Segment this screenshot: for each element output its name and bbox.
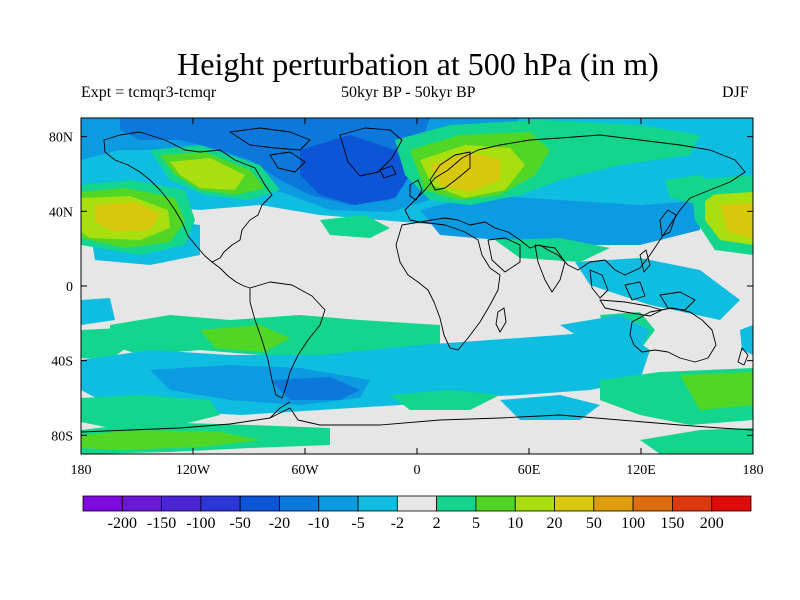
map-plot-area — [81, 118, 753, 454]
contour-fill-region — [680, 372, 753, 410]
colorbar-label: -10 — [308, 515, 329, 532]
contour-fill-region — [81, 298, 115, 325]
lat-tick-label: 40S — [51, 355, 73, 370]
coastline — [249, 281, 326, 399]
lon-tick-label: 60E — [518, 463, 541, 478]
contour-fill-region — [81, 395, 220, 428]
contour-fill-region — [640, 428, 753, 454]
colorbar-label: -50 — [230, 515, 251, 532]
colorbar: -200 -150 -100 -50 -20 -10 -5 -2 2 5 10 20 50 100 150 2… — [82, 495, 752, 532]
colorbar-label: 200 — [700, 515, 724, 532]
colorbar-label: 2 — [433, 515, 441, 532]
colorbar-swatch — [711, 495, 752, 512]
colorbar-swatch — [436, 495, 477, 512]
lat-tick-label: 80N — [49, 131, 73, 146]
coastline — [639, 249, 651, 273]
coastline — [624, 281, 646, 301]
contour-fill-region — [390, 390, 500, 410]
lat-tick-label: 0 — [66, 280, 73, 295]
contour-fill-region — [720, 203, 753, 238]
colorbar-label: -100 — [186, 515, 215, 532]
coastline — [404, 134, 746, 276]
coastline — [395, 221, 501, 351]
contour-fill-region — [740, 325, 753, 355]
coastline — [487, 237, 521, 273]
lon-tick-label: 120E — [626, 463, 656, 478]
coastline — [409, 179, 423, 201]
coastline — [339, 127, 403, 177]
colorbar-swatch — [475, 495, 516, 512]
colorbar-swatch — [593, 495, 634, 512]
contour-fill-region — [200, 325, 290, 352]
lon-tick-label: 0 — [414, 463, 421, 478]
colorbar-label: 150 — [660, 515, 684, 532]
colorbar-swatch — [279, 495, 320, 512]
season-label: DJF — [722, 84, 749, 101]
colorbar-swatch — [161, 495, 202, 512]
coastline — [81, 407, 753, 433]
colorbar-swatch — [554, 495, 595, 512]
coastline — [379, 165, 397, 179]
colorbar-label: -20 — [269, 515, 290, 532]
contour-fill-region — [495, 238, 610, 262]
coastline — [229, 127, 311, 151]
lon-tick-label: 60W — [291, 463, 319, 478]
latitude-axis: 80N 40N 0 40S 80S — [49, 131, 753, 444]
colorbar-swatch — [239, 495, 280, 512]
coastline — [659, 209, 677, 237]
colorbar-swatch — [200, 495, 241, 512]
colorbar-swatch — [82, 495, 123, 512]
lon-tick-label: 180 — [71, 463, 92, 478]
contour-fill-region — [500, 395, 600, 420]
contour-fill-region — [95, 202, 160, 232]
coastline — [495, 307, 507, 333]
colorbar-label: 50 — [586, 515, 602, 532]
coastline — [211, 261, 251, 289]
contour-fill-region — [665, 175, 720, 205]
contour-fill-region — [270, 377, 360, 400]
contour-fill-region — [81, 328, 130, 360]
period-label: 50kyr BP - 50kyr BP — [341, 84, 476, 101]
coastline — [103, 131, 273, 263]
lat-tick-label: 80S — [51, 429, 73, 444]
lon-tick-label: 180 — [743, 463, 764, 478]
colorbar-swatch — [318, 495, 359, 512]
colorbar-label: -150 — [147, 515, 176, 532]
colorbar-label: 100 — [621, 515, 645, 532]
colorbar-swatch — [632, 495, 673, 512]
colorbar-swatch — [396, 495, 438, 512]
coastlines — [81, 127, 753, 433]
colorbar-label: -5 — [351, 515, 364, 532]
colorbar-swatch — [357, 495, 398, 512]
coastline — [269, 401, 291, 419]
contour-fill-region — [81, 430, 260, 450]
coastline — [659, 291, 696, 311]
coastline — [429, 151, 471, 191]
colorbar-label: 5 — [472, 515, 480, 532]
lon-tick-label: 120W — [176, 463, 211, 478]
contour-fill-region — [575, 258, 740, 320]
colorbar-swatch — [121, 495, 162, 512]
colorbar-label: -2 — [391, 515, 404, 532]
map-title: Height perturbation at 500 hPa (in m) — [177, 46, 659, 82]
coastline — [269, 151, 306, 173]
colorbar-label: -200 — [108, 515, 137, 532]
contour-fill-region — [560, 315, 650, 350]
contour-fill-region — [420, 195, 700, 245]
colorbar-label: 20 — [547, 515, 563, 532]
contour-fill-region — [170, 158, 245, 190]
colorbar-swatch — [672, 495, 713, 512]
lat-tick-label: 40N — [49, 205, 73, 220]
coastline — [737, 347, 749, 366]
colorbar-label: 10 — [507, 515, 523, 532]
longitude-axis: 180 120W 60W 0 60E 120E 180 — [71, 118, 764, 478]
coastline — [589, 269, 609, 299]
coastline — [534, 244, 566, 293]
contour-fill-region — [320, 215, 390, 238]
experiment-label: Expt = tcmqr3-tcmqr — [81, 84, 217, 101]
coastline — [629, 307, 717, 363]
colorbar-swatch — [514, 495, 555, 512]
coastline — [599, 299, 663, 317]
